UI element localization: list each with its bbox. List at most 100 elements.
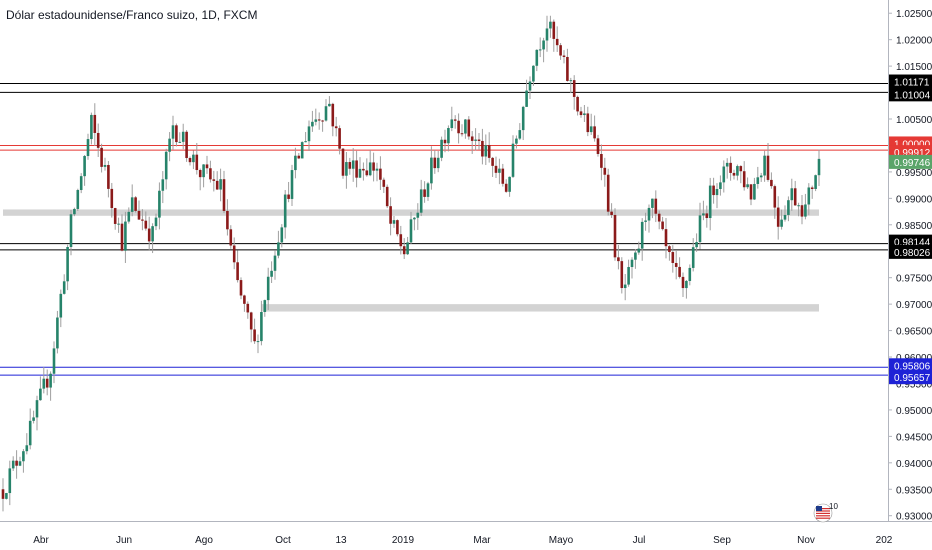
price-tick-label: 0.99000 xyxy=(896,194,932,205)
candle-body xyxy=(83,156,86,177)
candle-body xyxy=(294,155,297,171)
candle-body xyxy=(5,493,8,499)
candle-body xyxy=(749,184,753,200)
price-tick-label: 1.02000 xyxy=(896,36,932,47)
candle-body xyxy=(555,38,559,46)
candle-body xyxy=(817,158,821,176)
candle-body xyxy=(297,155,301,159)
candle-body xyxy=(181,131,185,142)
time-axis-label: 13 xyxy=(335,535,347,546)
level-tag[interactable] xyxy=(889,87,932,102)
candle-body xyxy=(49,373,52,388)
candle-body xyxy=(484,145,488,157)
candle-body xyxy=(385,186,389,207)
candle-body xyxy=(494,165,498,173)
candle-body xyxy=(188,158,192,163)
candle-body xyxy=(141,219,144,221)
time-axis-label: Mar xyxy=(473,535,491,546)
candle-body xyxy=(277,242,280,256)
candle-body xyxy=(457,120,460,134)
candle-body xyxy=(545,28,549,41)
candle-body xyxy=(154,217,158,227)
candle-body xyxy=(314,119,318,122)
candle-body xyxy=(1,489,5,499)
candle-body xyxy=(161,179,165,191)
candle-body xyxy=(708,185,712,219)
candle-body xyxy=(96,132,100,148)
candle-body xyxy=(392,220,396,224)
candle-body xyxy=(423,189,426,197)
candle-body xyxy=(732,172,736,176)
candle-body xyxy=(280,227,284,243)
candle-body xyxy=(15,460,18,466)
candle-body xyxy=(515,138,518,144)
candle-body xyxy=(307,126,311,142)
level-tag-label: 1.01171 xyxy=(894,78,930,89)
level-tag-label: 0.98144 xyxy=(894,238,931,249)
candle-body xyxy=(103,164,107,167)
candle-body xyxy=(215,180,219,190)
candle-body xyxy=(440,139,443,158)
candle-body xyxy=(661,221,664,230)
candle-body xyxy=(137,210,141,220)
candle-body xyxy=(90,114,93,140)
us-flag-icon[interactable] xyxy=(813,503,833,523)
candle-body xyxy=(566,56,569,81)
time-axis-label: Mayo xyxy=(549,535,574,546)
candle-body xyxy=(430,157,433,184)
candle-body xyxy=(389,206,392,224)
candle-body xyxy=(69,214,73,248)
price-tick-label: 0.96500 xyxy=(896,327,932,338)
time-axis-label: Ago xyxy=(195,535,213,546)
candle-body xyxy=(396,220,399,235)
candle-body xyxy=(579,111,583,116)
level-tag-label: 0.95806 xyxy=(894,361,931,372)
candle-body xyxy=(583,113,586,116)
candle-body xyxy=(86,139,90,157)
candle-body xyxy=(756,177,760,184)
price-tick-label: 1.02500 xyxy=(896,9,932,20)
price-tick-label: 0.94000 xyxy=(896,459,932,470)
candle-body xyxy=(130,197,134,212)
candle-body xyxy=(273,255,277,271)
candle-body xyxy=(185,131,188,159)
candle-body xyxy=(232,245,236,263)
candle-body xyxy=(22,451,25,462)
candle-body xyxy=(59,293,63,318)
candle-body xyxy=(450,119,454,129)
candle-body xyxy=(368,162,372,176)
candle-body xyxy=(453,119,457,121)
candle-body xyxy=(113,208,117,224)
level-tag[interactable] xyxy=(889,244,932,259)
candle-body xyxy=(603,167,607,175)
last-price-tag[interactable] xyxy=(889,154,932,169)
level-tag-label: 1.01004 xyxy=(894,90,931,101)
candle-body xyxy=(253,329,256,342)
candle-body xyxy=(426,183,430,197)
candle-body xyxy=(35,400,39,418)
candles[interactable] xyxy=(1,15,821,512)
candle-body xyxy=(644,220,647,222)
candle-body xyxy=(712,185,715,196)
time-axis-label: 2019 xyxy=(392,535,415,546)
candle-body xyxy=(596,138,600,154)
candle-body xyxy=(42,378,46,389)
sr-zone-1[interactable] xyxy=(261,304,819,312)
candle-body xyxy=(521,106,525,131)
level-tag[interactable] xyxy=(889,370,932,385)
chart-title: Dólar estadounidense/Franco suizo, 1D, F… xyxy=(6,8,258,22)
candle-body xyxy=(436,157,440,169)
candle-body xyxy=(11,460,15,469)
candle-body xyxy=(746,184,749,188)
level-tag[interactable] xyxy=(889,358,932,373)
candle-body xyxy=(722,166,726,183)
level-tag[interactable] xyxy=(889,74,932,89)
candle-body xyxy=(664,229,668,247)
candle-body xyxy=(623,284,627,289)
time-axis-label: Nov xyxy=(797,535,815,546)
candle-body xyxy=(300,142,304,159)
candle-body xyxy=(627,267,630,285)
event-badge-count: 10 xyxy=(829,502,838,511)
candle-body xyxy=(651,198,654,208)
